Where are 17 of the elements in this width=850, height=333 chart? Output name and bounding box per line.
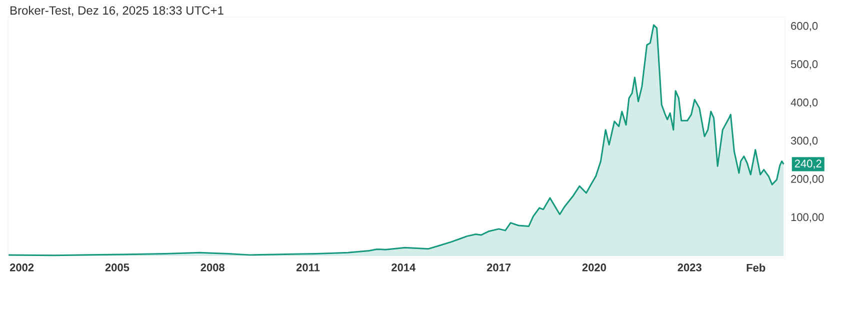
y-tick-label: 300,0 [790,136,818,146]
annotation: 240,2 [794,160,822,169]
y-tick-label: 600,0 [791,22,818,32]
chart-title: Broker-Test, Dez 16, 2025 18:33 UTC+1 [10,6,224,16]
x-tick-label: Feb [746,264,766,272]
x-tick-label: 2005 [105,264,130,272]
y-tick-label: 200,00 [791,175,824,184]
x-tick-label: 2020 [582,264,606,272]
y-tick-label: 500,0 [790,60,818,70]
y-tick-label: 400,0 [790,98,818,108]
x-tick-label: 2011 [296,264,320,272]
x-tick-label: 2017 [486,264,511,272]
y-tick-label: 100,00 [791,213,824,222]
x-tick-label: 2008 [200,264,224,272]
x-tick-label: 2014 [392,264,416,272]
x-tick-label: 2023 [678,264,702,272]
x-tick-label: 2002 [10,264,34,272]
